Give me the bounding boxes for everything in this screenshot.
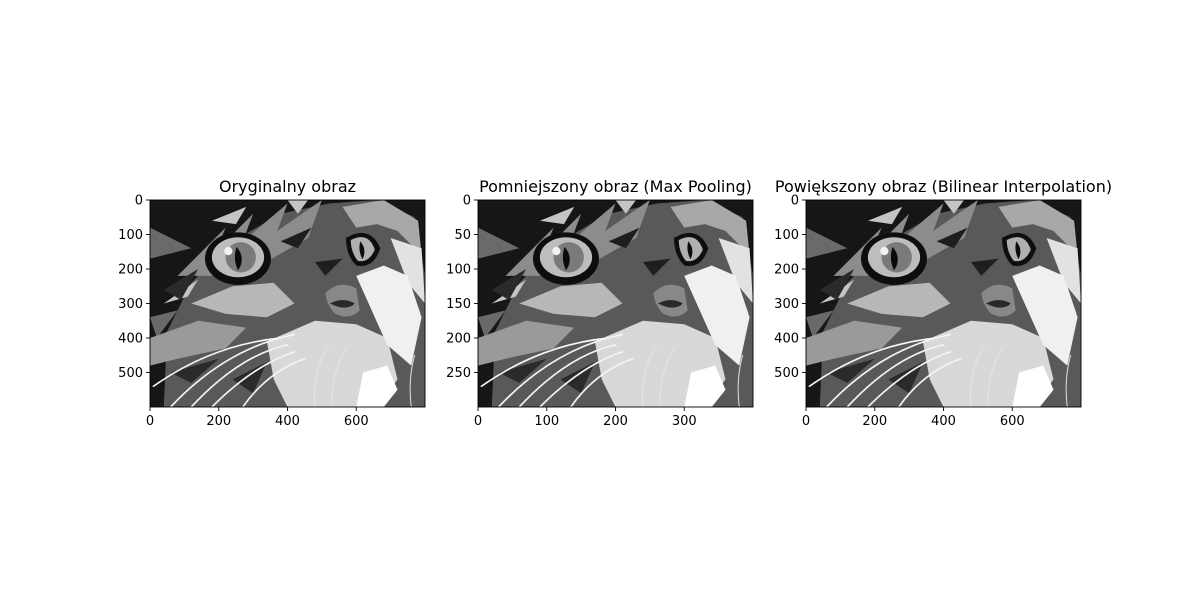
- y-tick-label: 0: [791, 194, 799, 209]
- y-tick-label: 0: [463, 194, 471, 209]
- y-tick-label: 100: [446, 263, 471, 278]
- cat-image: [477, 199, 754, 408]
- x-tick-label: 100: [534, 414, 559, 429]
- y-tick-label: 200: [118, 263, 143, 278]
- chart-panel-3: Powiększony obraz (Bilinear Interpolatio…: [774, 177, 1112, 429]
- chart-panel-2: Pomniejszony obraz (Max Pooling) 0 100 200 3…: [446, 177, 754, 429]
- y-tick-label: 0: [135, 194, 143, 209]
- x-tick-label: 400: [275, 414, 300, 429]
- y-tick-label: 500: [774, 366, 799, 381]
- x-tick-label: 0: [146, 414, 154, 429]
- x-tick-label: 600: [344, 414, 369, 429]
- panel-title: Pomniejszony obraz (Max Pooling): [479, 177, 752, 196]
- y-tick-label: 300: [118, 297, 143, 312]
- y-tick-label: 100: [118, 228, 143, 243]
- chart-panel-1: Oryginalny obraz 0 200 400 600 0 100 200 300 400 5…: [118, 177, 426, 429]
- x-tick-label: 600: [1000, 414, 1025, 429]
- cat-image: [805, 199, 1082, 408]
- cat-image: [149, 199, 426, 408]
- x-tick-label: 200: [862, 414, 887, 429]
- y-tick-label: 200: [446, 332, 471, 347]
- y-tick-label: 500: [118, 366, 143, 381]
- x-tick-label: 200: [206, 414, 231, 429]
- x-tick-label: 0: [474, 414, 482, 429]
- x-tick-label: 200: [603, 414, 628, 429]
- y-tick-label: 100: [774, 228, 799, 243]
- x-tick-label: 0: [802, 414, 810, 429]
- y-tick-label: 200: [774, 263, 799, 278]
- y-tick-label: 50: [454, 228, 471, 243]
- y-tick-label: 300: [774, 297, 799, 312]
- x-tick-label: 400: [931, 414, 956, 429]
- y-tick-label: 400: [774, 332, 799, 347]
- y-tick-label: 400: [118, 332, 143, 347]
- panel-title: Powiększony obraz (Bilinear Interpolatio…: [775, 177, 1112, 196]
- panel-title: Oryginalny obraz: [219, 177, 356, 196]
- y-tick-label: 150: [446, 297, 471, 312]
- y-tick-label: 250: [446, 366, 471, 381]
- x-tick-label: 300: [672, 414, 697, 429]
